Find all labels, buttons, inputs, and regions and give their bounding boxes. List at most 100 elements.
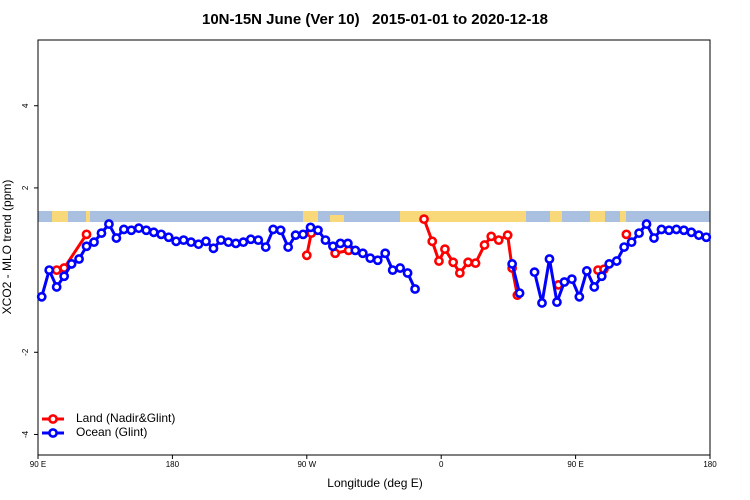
land-band <box>590 211 605 222</box>
point <box>126 225 137 236</box>
legend-marker <box>48 414 58 424</box>
point <box>305 222 316 233</box>
point <box>357 248 368 259</box>
plot-frame <box>37 39 711 456</box>
legend-label: Ocean (Glint) <box>76 425 147 439</box>
point <box>104 219 114 229</box>
point <box>419 214 429 225</box>
point <box>81 229 92 240</box>
point <box>342 238 353 249</box>
point <box>470 258 481 269</box>
point <box>275 225 286 236</box>
land-mask-band <box>38 211 710 222</box>
point <box>230 238 241 249</box>
chart-title: 10N-15N June (Ver 10) 2015-01-01 to 2020… <box>202 11 548 28</box>
point <box>559 277 570 287</box>
y-axis-label: XCO2 - MLO trend (ppm) <box>0 180 14 315</box>
point <box>36 291 47 302</box>
point <box>664 225 674 236</box>
point <box>51 282 62 292</box>
point <box>320 235 331 246</box>
point <box>133 223 144 234</box>
point <box>693 230 704 241</box>
point <box>118 224 129 235</box>
point <box>111 233 122 243</box>
x-tick-label: 90 W <box>297 460 316 469</box>
point <box>298 229 308 240</box>
point <box>89 237 99 248</box>
point <box>678 225 689 236</box>
land-band <box>550 211 562 222</box>
point <box>238 237 249 248</box>
point <box>589 282 600 292</box>
y-tick-label: -4 <box>21 430 30 438</box>
point <box>566 274 577 285</box>
land-band <box>620 211 626 222</box>
y-tick-label: -2 <box>21 348 30 356</box>
point <box>163 232 174 243</box>
point <box>440 244 450 255</box>
legend-marker <box>48 428 58 438</box>
point <box>410 284 420 294</box>
point <box>268 224 279 235</box>
point <box>178 235 189 246</box>
point <box>208 243 219 254</box>
legend-label: Land (Nadir&Glint) <box>76 411 175 425</box>
point <box>454 268 465 278</box>
y-tick-label: 2 <box>21 185 30 190</box>
point <box>479 240 490 250</box>
land-band <box>303 211 318 222</box>
point <box>301 250 312 261</box>
point <box>537 298 547 308</box>
point <box>74 254 84 264</box>
point <box>434 256 444 266</box>
point <box>502 230 513 241</box>
ocean-band <box>38 211 710 222</box>
x-tick-label: 180 <box>703 460 717 469</box>
point <box>245 234 256 245</box>
point <box>141 225 152 236</box>
point <box>365 253 376 264</box>
point <box>581 266 592 276</box>
point <box>686 227 697 238</box>
point <box>313 225 323 236</box>
point <box>395 263 406 273</box>
point <box>448 257 459 268</box>
x-tick-label: 180 <box>166 460 180 469</box>
point <box>148 227 159 238</box>
legend: Land (Nadir&Glint)Ocean (Glint) <box>42 411 175 439</box>
point <box>387 265 398 275</box>
point <box>596 271 607 282</box>
point <box>96 228 107 239</box>
point <box>514 288 525 299</box>
point <box>671 224 682 235</box>
land-band <box>86 211 90 222</box>
point <box>223 237 234 248</box>
land-band <box>400 211 526 222</box>
point <box>611 256 622 266</box>
point <box>626 237 637 248</box>
point <box>507 259 518 269</box>
point <box>216 235 226 246</box>
point <box>171 236 182 247</box>
point <box>260 242 271 252</box>
point <box>193 239 204 250</box>
point <box>156 229 167 240</box>
point <box>380 248 391 259</box>
point <box>486 231 497 242</box>
point <box>372 255 383 266</box>
point <box>604 259 615 269</box>
point <box>328 241 338 252</box>
point <box>634 228 644 239</box>
point <box>701 232 712 243</box>
point <box>544 254 555 264</box>
point <box>201 236 211 247</box>
land-band <box>330 215 344 222</box>
point <box>350 245 361 256</box>
point <box>66 259 77 269</box>
point <box>619 242 630 252</box>
point <box>335 238 346 249</box>
point <box>59 271 70 282</box>
point <box>283 242 294 252</box>
